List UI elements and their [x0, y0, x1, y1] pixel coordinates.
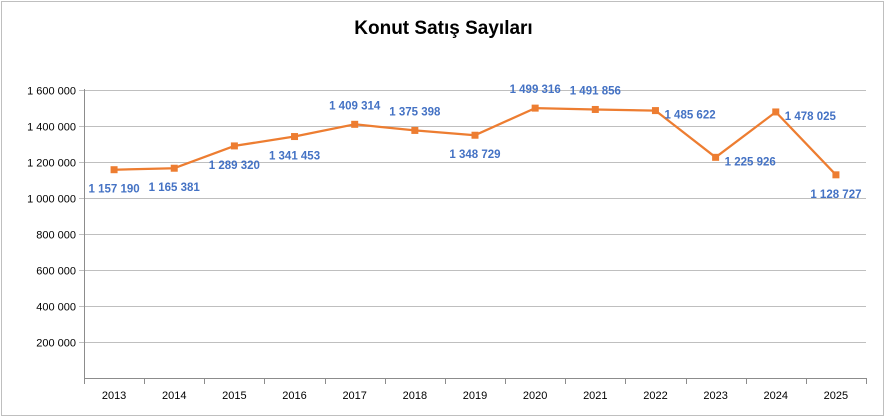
data-labels: 1 157 190 1 165 381 1 289 320 1 341 453 1 40…: [88, 84, 861, 201]
data-point: [651, 107, 659, 115]
data-label: 1 491 856: [570, 85, 621, 97]
data-point: [591, 105, 599, 113]
x-tick-label: 2025: [824, 390, 848, 402]
data-label: 1 289 320: [209, 160, 260, 172]
y-tick-label: 1 200 000: [27, 158, 76, 170]
y-tick-label: 1 400 000: [27, 122, 76, 134]
data-label: 1 348 729: [449, 149, 500, 161]
x-tick-label: 2016: [282, 390, 306, 402]
y-tick-label: 800 000: [36, 230, 76, 242]
data-label: 1 375 398: [389, 106, 441, 118]
x-tick-label: 2020: [523, 390, 547, 402]
axes: [84, 89, 867, 384]
data-label: 1 225 926: [725, 156, 776, 168]
data-points: [110, 104, 840, 179]
data-point: [712, 153, 720, 161]
y-tick-label: 600 000: [36, 266, 76, 278]
y-tick-label: 400 000: [36, 302, 76, 314]
data-point: [351, 120, 359, 128]
data-point: [531, 104, 539, 112]
data-point: [411, 126, 419, 134]
data-label: 1 341 453: [269, 151, 320, 163]
chart-title: Konut Satış Sayıları: [354, 18, 533, 39]
data-point: [110, 166, 118, 174]
x-tick-label: 2013: [102, 390, 126, 402]
data-label: 1 165 381: [149, 182, 201, 194]
data-point: [471, 131, 479, 139]
data-label: 1 128 727: [810, 189, 861, 201]
x-tick-label: 2023: [703, 390, 727, 402]
y-tick-label: 1 600 000: [27, 86, 76, 98]
gridlines: [79, 90, 866, 343]
data-point: [230, 142, 238, 150]
data-label: 1 478 025: [785, 111, 837, 123]
data-label: 1 485 622: [664, 110, 715, 122]
data-label: 1 157 190: [88, 184, 139, 196]
x-tick-label: 2022: [643, 390, 667, 402]
y-axis-tick-labels: 200 000 400 000 600 000 800 000 1 000 000 1 2…: [27, 86, 76, 350]
x-tick-label: 2015: [222, 390, 246, 402]
data-point: [832, 171, 840, 179]
data-label: 1 499 316: [510, 84, 561, 96]
x-tick-label: 2018: [403, 390, 427, 402]
y-tick-label: 1 000 000: [27, 194, 76, 206]
data-point: [170, 164, 178, 172]
x-tick-label: 2019: [463, 390, 487, 402]
data-point: [772, 108, 780, 116]
data-label: 1 409 314: [329, 100, 381, 112]
x-tick-label: 2024: [764, 390, 788, 402]
x-tick-label: 2021: [583, 390, 607, 402]
data-point: [291, 133, 299, 141]
x-tick-label: 2014: [162, 390, 186, 402]
y-tick-label: 200 000: [36, 338, 76, 350]
x-tick-label: 2017: [342, 390, 366, 402]
x-axis-tick-labels: 2013 2014 2015 2016 2017 2018 2019 2020 2021 2022…: [102, 390, 848, 402]
